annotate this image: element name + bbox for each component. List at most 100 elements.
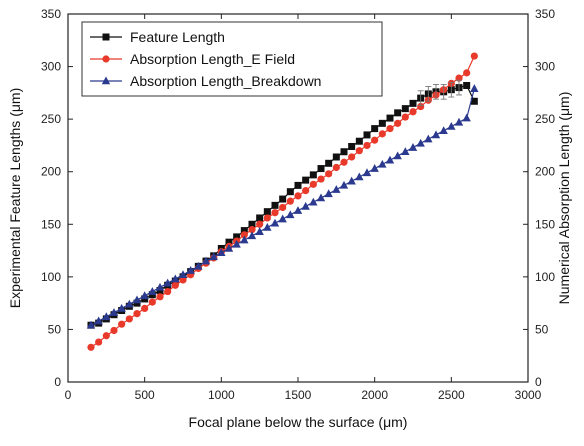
data-point	[302, 187, 310, 195]
y-tick-label-left: 200	[41, 165, 61, 179]
data-point	[309, 171, 317, 179]
data-point	[263, 208, 271, 216]
data-point	[325, 159, 333, 167]
data-point	[463, 69, 471, 77]
data-point	[248, 225, 256, 234]
legend-label: Absorption Length_Breakdown	[130, 73, 321, 89]
data-point	[371, 125, 379, 133]
y-tick-label-left: 150	[41, 217, 61, 231]
data-point	[294, 192, 302, 200]
data-point	[447, 122, 456, 130]
data-point	[279, 203, 287, 212]
data-point	[409, 99, 417, 107]
data-point	[240, 231, 248, 239]
data-point	[201, 256, 211, 265]
legend-label: Absorption Length_E Field	[130, 51, 295, 67]
y-tick-label-left: 0	[54, 375, 61, 389]
data-point	[378, 119, 386, 127]
data-point	[279, 195, 287, 203]
data-point	[370, 164, 379, 172]
y-tick-label-left: 300	[41, 60, 61, 74]
data-point	[232, 239, 241, 248]
y-tick-label-right: 100	[535, 270, 555, 284]
y-tick-label-right: 300	[535, 60, 555, 74]
data-point	[94, 316, 103, 325]
data-point	[102, 332, 110, 340]
data-point	[301, 201, 310, 210]
data-point	[386, 125, 394, 133]
data-point	[408, 143, 418, 151]
data-point	[409, 108, 417, 116]
data-point	[332, 163, 340, 172]
data-point	[209, 252, 218, 261]
data-point	[256, 214, 264, 222]
data-point	[133, 310, 141, 318]
data-point	[194, 261, 203, 270]
y-tick-label-left: 250	[41, 112, 61, 126]
series-2	[86, 84, 479, 329]
y-tick-label-left: 350	[41, 7, 61, 21]
data-point	[394, 109, 402, 117]
data-point	[348, 153, 356, 161]
data-point	[125, 299, 134, 308]
data-point	[401, 147, 410, 156]
data-point	[110, 326, 118, 335]
data-point	[302, 176, 310, 184]
data-point	[324, 189, 333, 198]
error-bars	[417, 79, 462, 106]
data-point	[363, 131, 371, 139]
x-tick-label: 2000	[361, 388, 388, 402]
data-point	[148, 287, 157, 295]
y-tick-label-right: 250	[535, 112, 555, 126]
data-point	[293, 206, 303, 214]
data-point	[309, 180, 317, 188]
data-point	[263, 214, 271, 222]
data-point	[394, 119, 402, 127]
x-tick-label: 1000	[208, 388, 235, 402]
data-point	[355, 172, 364, 181]
data-point	[224, 243, 234, 252]
data-point	[355, 147, 363, 155]
legend-label: Feature Length	[130, 29, 225, 45]
data-point	[439, 126, 448, 135]
data-point	[186, 266, 195, 274]
data-point	[332, 185, 341, 193]
y-tick-label-right: 350	[535, 7, 555, 21]
data-point	[332, 153, 340, 161]
data-point	[463, 81, 471, 89]
x-tick-label: 0	[65, 388, 72, 402]
data-point	[233, 233, 241, 241]
y-tick-label-right: 0	[535, 375, 542, 389]
y-tick-label-right: 50	[535, 322, 549, 336]
x-tick-label: 3000	[515, 388, 542, 402]
data-point	[362, 168, 372, 177]
data-point	[286, 210, 295, 219]
data-point	[454, 117, 464, 126]
data-point	[363, 141, 371, 150]
data-point	[371, 136, 379, 144]
data-point	[317, 175, 325, 183]
data-point	[263, 222, 272, 231]
data-point	[270, 218, 280, 227]
legend-marker	[102, 33, 110, 41]
data-point	[163, 278, 172, 287]
data-point	[294, 181, 302, 189]
series-1	[87, 52, 478, 351]
data-point	[271, 209, 279, 217]
data-point	[156, 293, 164, 301]
y-tick-label-right: 150	[535, 217, 555, 231]
data-point	[470, 52, 478, 60]
series-layer	[86, 52, 479, 351]
data-point	[164, 287, 172, 296]
data-point	[417, 102, 425, 111]
data-point	[462, 113, 471, 122]
data-point	[401, 113, 409, 121]
legend-marker	[101, 76, 111, 85]
data-point	[140, 291, 149, 300]
legend-box	[81, 21, 383, 97]
data-point	[171, 281, 179, 289]
data-point	[95, 338, 103, 346]
data-point	[347, 176, 356, 185]
